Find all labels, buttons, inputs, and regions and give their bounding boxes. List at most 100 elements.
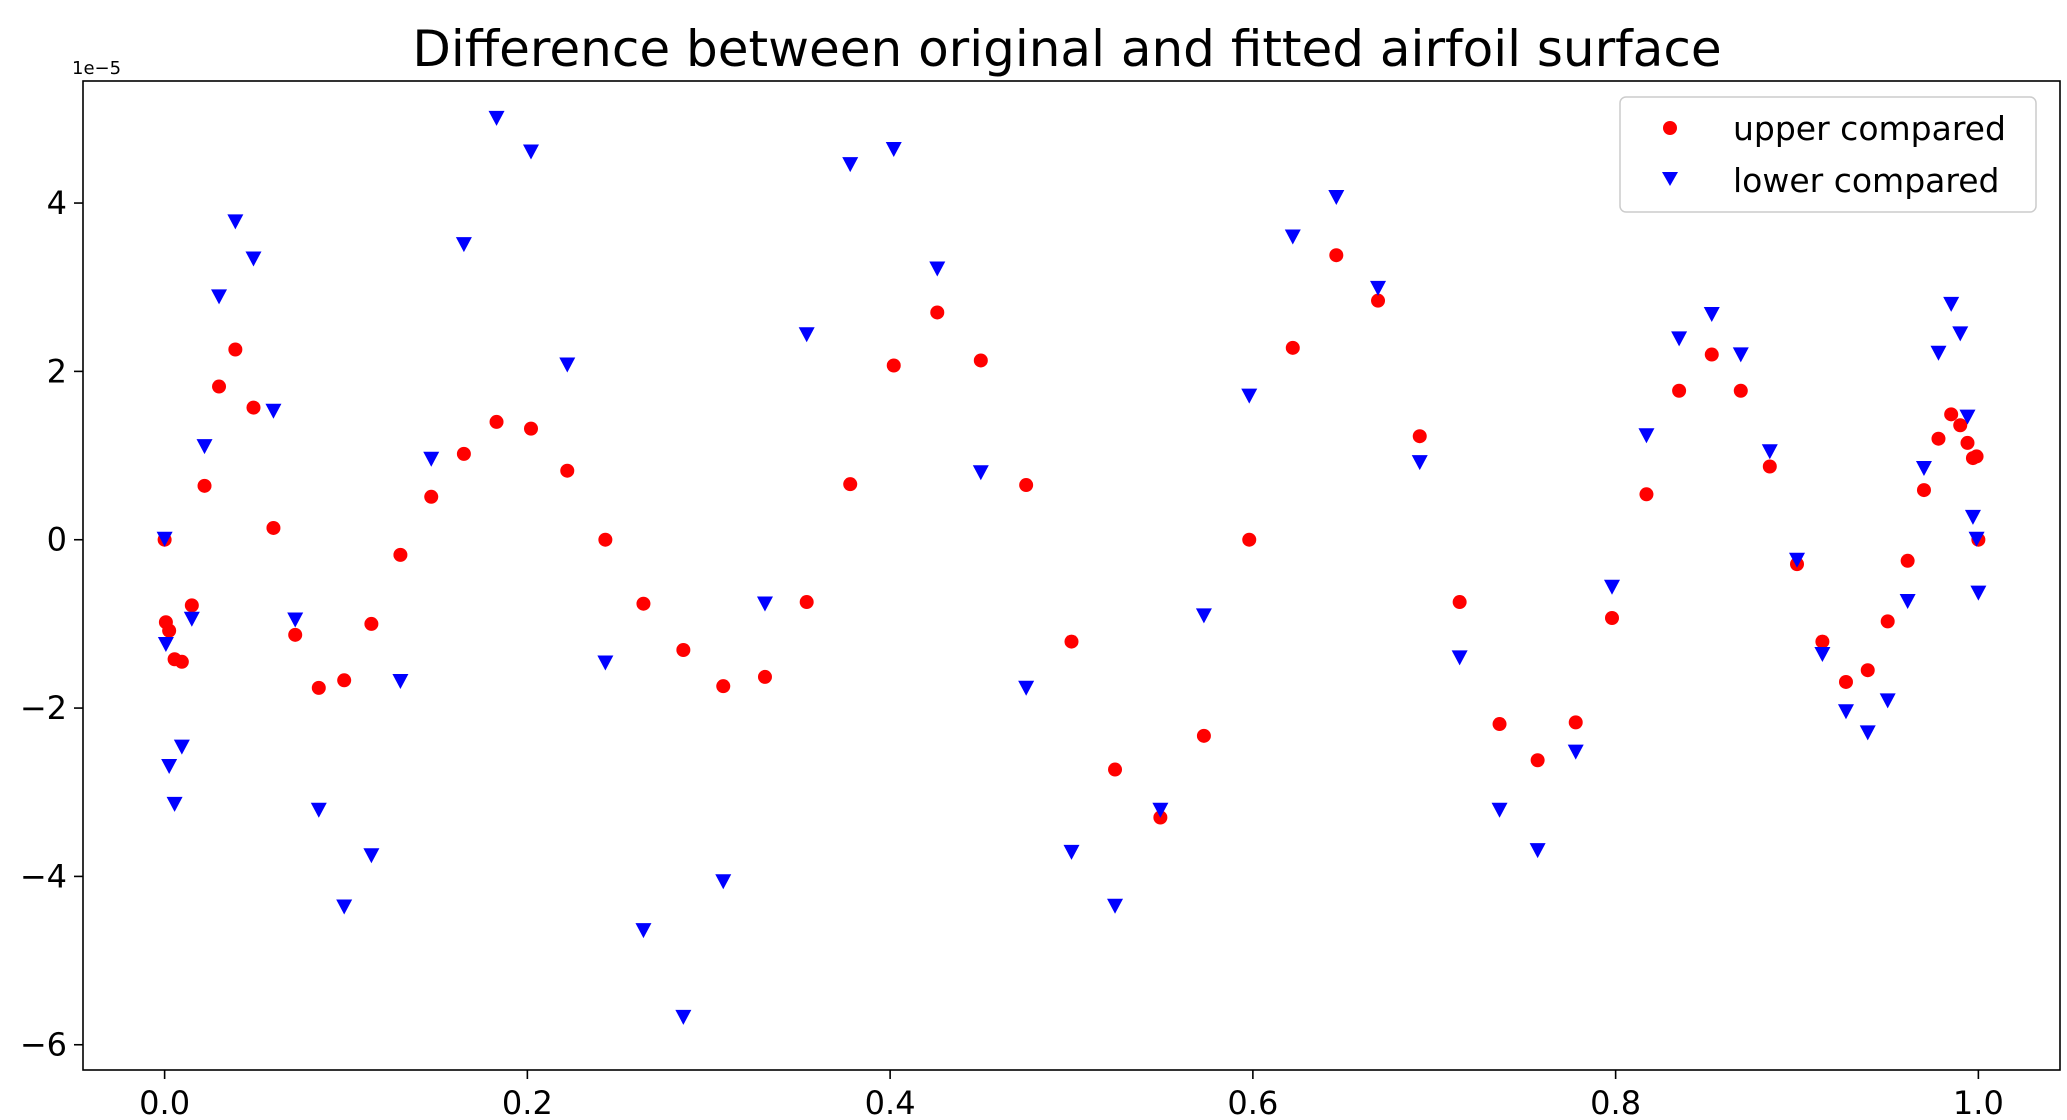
data-point-upper bbox=[1492, 717, 1507, 732]
data-point-upper bbox=[1242, 532, 1257, 547]
y-offset-label: 1e−5 bbox=[72, 58, 121, 79]
data-point-upper bbox=[174, 654, 189, 669]
data-point-lower bbox=[166, 796, 183, 812]
data-point-lower bbox=[1241, 388, 1258, 404]
legend-marker-upper bbox=[1663, 121, 1677, 135]
data-point-upper bbox=[1064, 634, 1079, 649]
data-point-upper bbox=[1969, 449, 1984, 464]
y-tick-label: 0 bbox=[47, 521, 67, 559]
data-point-lower bbox=[885, 142, 902, 158]
data-point-upper bbox=[1815, 634, 1830, 649]
data-point-upper bbox=[311, 680, 326, 695]
legend-box bbox=[1619, 96, 2037, 213]
data-point-lower bbox=[1284, 229, 1301, 245]
data-point-lower bbox=[1952, 326, 1969, 342]
data-point-upper bbox=[393, 547, 408, 562]
y-tick-label: 4 bbox=[47, 184, 67, 222]
y-tick-label: −2 bbox=[20, 689, 67, 727]
data-point-upper bbox=[424, 489, 439, 504]
plot-area bbox=[156, 110, 1987, 1025]
data-point-upper bbox=[1704, 347, 1719, 362]
data-point-lower bbox=[423, 451, 440, 467]
data-point-lower bbox=[1063, 844, 1080, 860]
data-point-lower bbox=[363, 848, 380, 864]
data-point-upper bbox=[337, 673, 352, 688]
data-point-upper bbox=[1019, 478, 1034, 493]
data-point-lower bbox=[1879, 693, 1896, 709]
data-point-lower bbox=[173, 739, 190, 755]
data-point-lower bbox=[522, 144, 539, 160]
data-point-upper bbox=[1108, 762, 1123, 777]
axes-frame bbox=[82, 80, 2061, 1071]
data-point-upper bbox=[1452, 595, 1467, 610]
x-tick-label: 0.2 bbox=[502, 1084, 553, 1120]
data-point-lower bbox=[1107, 898, 1124, 914]
data-point-upper bbox=[1371, 293, 1386, 308]
data-point-lower bbox=[1451, 650, 1468, 666]
data-point-lower bbox=[1761, 444, 1778, 460]
data-point-lower bbox=[156, 531, 173, 547]
data-point-lower bbox=[1789, 552, 1806, 568]
data-point-upper bbox=[1605, 611, 1620, 626]
data-point-lower bbox=[597, 655, 614, 671]
data-point-upper bbox=[1329, 248, 1344, 263]
data-point-lower bbox=[559, 357, 576, 373]
data-point-lower bbox=[287, 612, 304, 628]
data-point-upper bbox=[1672, 383, 1687, 398]
data-point-lower bbox=[1732, 347, 1749, 363]
data-point-lower bbox=[161, 758, 178, 774]
x-tick-label: 0.6 bbox=[1227, 1084, 1278, 1120]
data-point-upper bbox=[228, 342, 243, 357]
y-tick-label: −4 bbox=[20, 857, 67, 895]
data-point-lower bbox=[635, 923, 652, 939]
legend-marker-lower bbox=[1662, 172, 1678, 186]
data-point-upper bbox=[676, 642, 691, 657]
data-point-upper bbox=[1944, 407, 1959, 422]
data-point-lower bbox=[1370, 280, 1387, 296]
data-point-lower bbox=[1964, 509, 1981, 525]
x-tick-label: 1.0 bbox=[1953, 1084, 2004, 1120]
data-point-lower bbox=[1703, 306, 1720, 322]
data-point-lower bbox=[1195, 608, 1212, 624]
data-point-lower bbox=[1328, 189, 1345, 205]
data-point-upper bbox=[456, 446, 471, 461]
data-point-lower bbox=[1411, 455, 1428, 471]
data-point-upper bbox=[757, 669, 772, 684]
data-point-lower bbox=[1837, 704, 1854, 720]
x-tick-label: 0.4 bbox=[865, 1084, 916, 1120]
data-point-upper bbox=[246, 400, 261, 415]
data-point-lower bbox=[1930, 345, 1947, 361]
data-point-upper bbox=[1916, 483, 1931, 498]
data-point-upper bbox=[162, 623, 177, 638]
data-point-upper bbox=[523, 421, 538, 436]
data-point-upper bbox=[1568, 715, 1583, 730]
data-point-lower bbox=[1671, 331, 1688, 347]
data-point-lower bbox=[392, 673, 409, 689]
data-point-lower bbox=[1970, 585, 1987, 601]
data-point-lower bbox=[196, 439, 213, 455]
data-point-upper bbox=[636, 596, 651, 611]
data-point-upper bbox=[212, 379, 227, 394]
data-point-upper bbox=[1412, 429, 1427, 444]
data-point-lower bbox=[1018, 680, 1035, 696]
data-point-lower bbox=[211, 289, 228, 305]
data-point-upper bbox=[1880, 614, 1895, 629]
data-point-lower bbox=[842, 157, 859, 173]
data-point-upper bbox=[1953, 418, 1968, 433]
data-point-lower bbox=[715, 874, 732, 890]
data-point-lower bbox=[227, 214, 244, 230]
data-point-lower bbox=[1638, 428, 1655, 444]
data-point-upper bbox=[489, 414, 504, 429]
data-point-lower bbox=[1943, 296, 1960, 312]
legend-label-upper: upper compared bbox=[1733, 109, 2006, 148]
data-point-upper bbox=[1285, 340, 1300, 355]
data-point-upper bbox=[1931, 431, 1946, 446]
data-point-upper bbox=[1762, 459, 1777, 474]
data-point-upper bbox=[1196, 728, 1211, 743]
y-tick-label: −6 bbox=[20, 1026, 67, 1064]
data-point-lower bbox=[1491, 802, 1508, 818]
x-tick-label: 0.0 bbox=[139, 1084, 190, 1120]
data-point-upper bbox=[973, 353, 988, 368]
legend: upper compared lower compared bbox=[1619, 96, 2037, 213]
data-point-upper bbox=[1838, 674, 1853, 689]
